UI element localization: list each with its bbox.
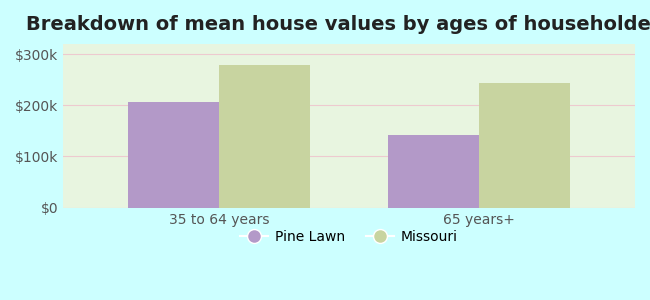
Bar [128,102,219,208]
Bar [479,83,570,208]
Title: Breakdown of mean house values by ages of householders: Breakdown of mean house values by ages o… [26,15,650,34]
Bar [388,135,479,208]
Legend: Pine Lawn, Missouri: Pine Lawn, Missouri [235,225,463,250]
Bar [219,65,310,208]
